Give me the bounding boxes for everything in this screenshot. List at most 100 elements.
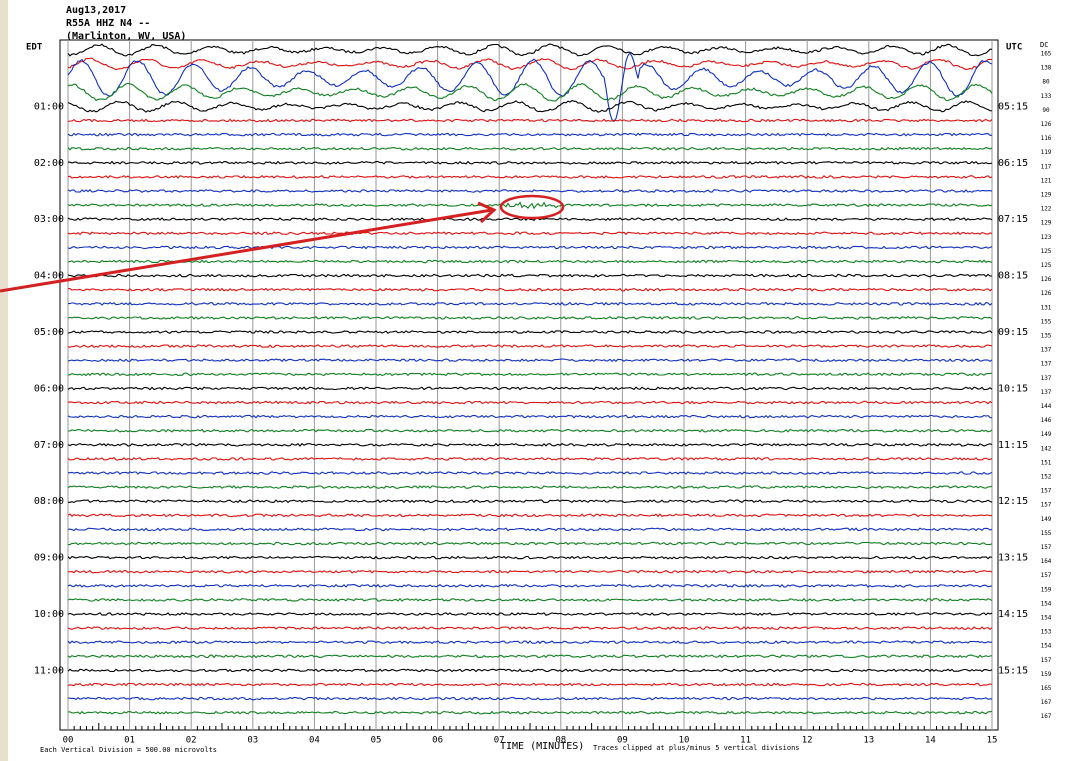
x-tick-label: 10 — [679, 736, 690, 746]
x-tick-label: 15 — [987, 736, 998, 746]
edt-time: 01:00 — [34, 101, 64, 112]
x-tick-label: 08 — [555, 736, 566, 746]
trace — [67, 527, 993, 532]
trace — [67, 174, 993, 179]
trace-number: 154 — [1041, 643, 1052, 650]
trace-number: 126 — [1041, 121, 1052, 128]
x-tick-label: 03 — [247, 736, 258, 746]
x-tick-label: 12 — [802, 736, 813, 746]
trace — [67, 287, 993, 292]
trace — [67, 245, 993, 250]
utc-time: 07:15 — [998, 214, 1028, 225]
trace-number: 131 — [1041, 304, 1052, 311]
arrow-line — [0, 208, 493, 293]
trace-number: 133 — [1041, 93, 1052, 100]
trace — [67, 499, 993, 504]
utc-time: 09:15 — [998, 327, 1028, 338]
trace — [67, 201, 993, 210]
trace-number: 159 — [1041, 671, 1052, 678]
trace-number: 153 — [1041, 629, 1052, 636]
trace — [67, 43, 993, 57]
trace-number: 155 — [1041, 318, 1052, 325]
trace-number: 126 — [1041, 290, 1052, 297]
x-tick-label: 01 — [124, 736, 135, 746]
trace-number: 157 — [1041, 572, 1052, 579]
unit-label: DC — [1040, 41, 1048, 49]
trace-number: 155 — [1041, 530, 1052, 537]
trace-number: 137 — [1041, 347, 1052, 354]
trace-number: 157 — [1041, 544, 1052, 551]
trace — [67, 57, 993, 71]
trace — [67, 442, 993, 447]
trace — [67, 428, 993, 433]
trace — [67, 414, 993, 419]
header-date: Aug13,2017 — [66, 5, 126, 16]
trace-number: 149 — [1041, 516, 1052, 523]
trace-number: 157 — [1041, 657, 1052, 664]
trace-number: 137 — [1041, 389, 1052, 396]
plot-frame — [59, 39, 999, 731]
trace — [67, 654, 993, 659]
trace-number: 138 — [1041, 65, 1052, 72]
trace — [67, 51, 993, 123]
trace-number: 126 — [1041, 276, 1052, 283]
edt-time: 10:00 — [34, 609, 64, 620]
trace — [67, 682, 993, 687]
trace — [67, 189, 993, 193]
x-tick-label: 13 — [863, 736, 874, 746]
utc-time: 15:15 — [998, 665, 1028, 676]
trace-number: 152 — [1041, 474, 1052, 481]
trace-number: 165 — [1041, 685, 1052, 692]
trace-number: 129 — [1041, 220, 1052, 227]
trace — [67, 372, 993, 377]
trace-number: 80 — [1042, 79, 1050, 86]
axis-title: TIME (MINUTES) — [500, 741, 584, 752]
trace-number: 123 — [1041, 234, 1052, 241]
x-tick-label: 07 — [494, 736, 505, 746]
x-tick-label: 09 — [617, 736, 628, 746]
trace — [67, 668, 993, 673]
header-station: R55A HHZ N4 -- — [66, 18, 150, 29]
edt-time: 03:00 — [34, 214, 64, 225]
utc-time: 11:15 — [998, 440, 1028, 451]
trace — [67, 273, 992, 278]
trace — [68, 301, 993, 306]
trace — [68, 710, 993, 715]
trace-number: 149 — [1041, 431, 1052, 438]
annotation — [0, 194, 565, 293]
trace-number: 164 — [1041, 558, 1052, 565]
utc-time: 06:15 — [998, 158, 1028, 169]
edt-time: 09:00 — [34, 553, 64, 564]
trace-number: 117 — [1041, 163, 1052, 170]
trace-number: 146 — [1041, 417, 1052, 424]
trace — [67, 555, 993, 560]
edt-time: 07:00 — [34, 440, 64, 451]
trace — [67, 485, 993, 490]
trace — [67, 358, 993, 363]
highlight-ellipse — [499, 194, 565, 220]
trace-number: 122 — [1041, 206, 1052, 213]
utc-time: 14:15 — [998, 609, 1028, 620]
x-tick-label: 06 — [432, 736, 443, 746]
trace — [67, 400, 993, 405]
left-zone: EDT — [26, 43, 43, 53]
trace-number: 165 — [1041, 51, 1052, 58]
utc-time: 08:15 — [998, 271, 1028, 282]
clip-note: Traces clipped at plus/minus 5 vertical … — [593, 744, 800, 752]
trace — [67, 569, 993, 574]
trace — [67, 640, 993, 645]
x-tick-label: 04 — [309, 736, 320, 746]
x-tick-label: 14 — [925, 736, 936, 746]
trace — [67, 259, 993, 264]
trace-number: 137 — [1041, 375, 1052, 382]
utc-time: 05:15 — [998, 101, 1028, 112]
trace — [67, 583, 993, 588]
trace — [67, 330, 993, 334]
trace-number: 157 — [1041, 488, 1052, 495]
trace-number: 125 — [1041, 262, 1052, 269]
trace-number: 154 — [1041, 615, 1052, 622]
header-location: (Marlinton, WV, USA) — [66, 30, 186, 42]
trace-number: 135 — [1041, 333, 1052, 340]
utc-time: 10:15 — [998, 383, 1028, 394]
trace — [67, 315, 993, 320]
